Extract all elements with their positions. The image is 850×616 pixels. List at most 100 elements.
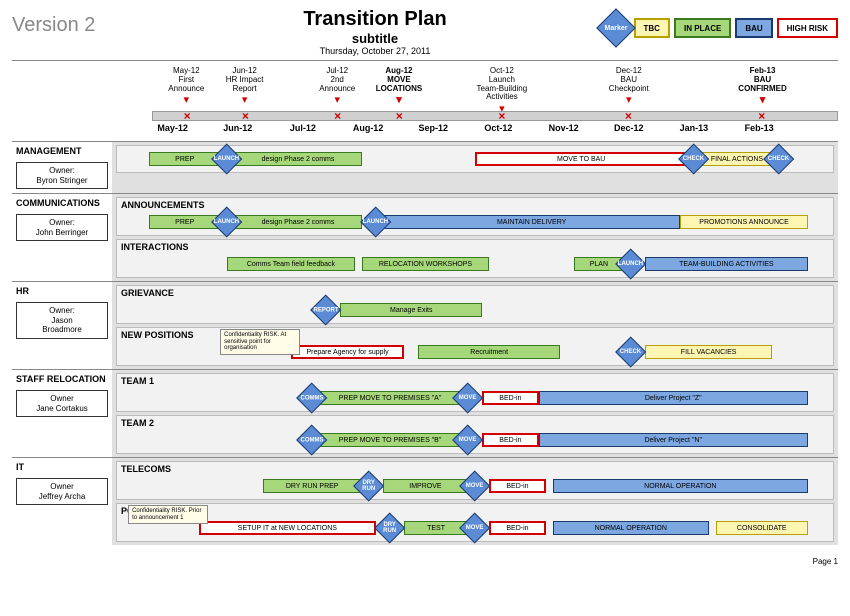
- track: PREP MOVE TO PREMISES "A" BED-inDeliver P…: [121, 387, 829, 409]
- lane: TEAM 2 PREP MOVE TO PREMISES "B" BED-inDel…: [116, 415, 834, 454]
- gantt-bar: SETUP IT at NEW LOCATIONS: [199, 521, 376, 535]
- month-label: Jan-13: [680, 123, 709, 133]
- section-title: IT: [16, 462, 108, 472]
- section-title: MANAGEMENT: [16, 146, 108, 156]
- months-row: May-12Jun-12Jul-12Aug-12Sep-12Oct-12Nov-…: [152, 123, 838, 137]
- milestone-x-icon: ×: [242, 109, 249, 123]
- gantt-bar: RELOCATION WORKSHOPS: [362, 257, 489, 271]
- gantt-bar: CONSOLIDATE: [716, 521, 808, 535]
- month-label: Oct-12: [484, 123, 512, 133]
- gantt-bar: MAINTAIN DELIVERY: [383, 215, 680, 229]
- section-head: MANAGEMENT Owner:Byron Stringer: [12, 142, 112, 193]
- gantt-bar: PREP MOVE TO PREMISES "B": [319, 433, 461, 447]
- legend-bau: BAU: [735, 18, 772, 38]
- lane: NEW POSITIONSConfidentiality RISK. At se…: [116, 327, 834, 366]
- lanes: PREPdesign Phase 2 commsMOVE TO BAUFINAL…: [112, 142, 838, 193]
- section: STAFF RELOCATION OwnerJane Cortakus TEAM …: [12, 369, 838, 457]
- lane: TEAM 1 PREP MOVE TO PREMISES "A" BED-inDel…: [116, 373, 834, 412]
- lanes: ANNOUNCEMENTSPREPdesign Phase 2 commsMAI…: [112, 194, 838, 281]
- gantt-bar: PREP: [149, 215, 220, 229]
- milestone: Feb-13BAUCONFIRMED▾: [728, 67, 798, 106]
- gantt-bar: Deliver Project "N": [539, 433, 808, 447]
- track: Comms Team field feedback RELOCATION WORK…: [121, 253, 829, 275]
- gantt-bar: Recruitment: [418, 345, 560, 359]
- gantt-bar: BED-in: [482, 391, 539, 405]
- milestone-diamond: LAUNCH: [360, 207, 391, 238]
- section-head: COMMUNICATIONS Owner:John Berringer: [12, 194, 112, 281]
- page-footer: Page 1: [0, 553, 850, 570]
- track: Manage ExitsREPORT: [121, 299, 829, 321]
- owner-box: Owner:Byron Stringer: [16, 162, 108, 189]
- page-date: Thursday, October 27, 2011: [152, 46, 598, 56]
- lane-title: TEAM 1: [121, 376, 829, 386]
- milestone-x-icon: ×: [184, 109, 191, 123]
- section: IT OwnerJeffrey ArchaTELECOMSDRY RUN PRE…: [12, 457, 838, 545]
- month-label: Jun-12: [223, 123, 252, 133]
- gantt-bar: Deliver Project "Z": [539, 391, 808, 405]
- milestone-diamond: MOVE: [459, 513, 490, 544]
- callout: Confidentiality RISK. Prior to announcem…: [128, 505, 208, 524]
- lane: ANNOUNCEMENTSPREPdesign Phase 2 commsMAI…: [116, 197, 834, 236]
- section-title: STAFF RELOCATION: [16, 374, 108, 384]
- lane-title: GRIEVANCE: [121, 288, 829, 298]
- timeline-bar: ×××××××: [152, 111, 838, 121]
- page-subtitle: subtitle: [152, 31, 598, 46]
- legend: Marker TBC IN PLACE BAU HIGH RISK: [598, 8, 838, 42]
- gantt-bar: MOVE TO BAU: [475, 152, 687, 166]
- milestone-x-icon: ×: [498, 109, 505, 123]
- lanes: TELECOMSDRY RUN PREPIMPROVEBED-inNORMAL …: [112, 458, 838, 545]
- milestone-diamond: CHECK: [764, 143, 795, 174]
- lanes: GRIEVANCEManage ExitsREPORTNEW POSITIONS…: [112, 282, 838, 369]
- track: PREP MOVE TO PREMISES "B" BED-inDeliver P…: [121, 429, 829, 451]
- owner-box: OwnerJane Cortakus: [16, 390, 108, 417]
- month-label: Feb-13: [745, 123, 774, 133]
- section-title: COMMUNICATIONS: [16, 198, 108, 208]
- legend-marker: Marker: [596, 8, 636, 48]
- gantt-bar: DRY RUN PREP: [263, 479, 362, 493]
- gantt-bar: BED-in: [482, 433, 539, 447]
- callout: Confidentiality RISK. At sensitive point…: [220, 329, 300, 355]
- header-row: Version 2 Transition Plan subtitle Thurs…: [12, 8, 838, 61]
- lane: TELECOMSDRY RUN PREPIMPROVEBED-inNORMAL …: [116, 461, 834, 500]
- milestone-diamond: MOVE: [452, 383, 483, 414]
- milestone-diamond: MOVE: [459, 471, 490, 502]
- gantt-bar: Prepare Agency for supply: [291, 345, 404, 359]
- lane: INTERACTIONS Comms Team field feedback REL…: [116, 239, 834, 278]
- legend-tbc: TBC: [634, 18, 670, 38]
- milestone-diamond: COMMS: [296, 425, 327, 456]
- timeline: May-12FirstAnnounce▾Jun-12HR ImpactRepor…: [152, 67, 838, 137]
- milestone-diamond: COMMS: [296, 383, 327, 414]
- gantt-bar: BED-in: [489, 521, 546, 535]
- gantt-bar: IMPROVE: [383, 479, 468, 493]
- month-label: Sep-12: [418, 123, 448, 133]
- gantt-bar: PREP MOVE TO PREMISES "A": [319, 391, 461, 405]
- gantt-bar: Comms Team field feedback: [227, 257, 354, 271]
- gantt-bar: TEAM-BUILDING ACTIVITIES: [645, 257, 808, 271]
- milestone-x-icon: ×: [396, 109, 403, 123]
- lane: GRIEVANCEManage ExitsREPORT: [116, 285, 834, 324]
- milestone-x-icon: ×: [758, 109, 765, 123]
- gantt-bar: FILL VACANCIES: [645, 345, 772, 359]
- gantt-bar: design Phase 2 comms: [234, 152, 361, 166]
- milestone-diamond: CHECK: [679, 143, 710, 174]
- month-label: Jul-12: [290, 123, 316, 133]
- owner-box: Owner:John Berringer: [16, 214, 108, 241]
- milestone: Jul-122ndAnnounce▾: [302, 67, 372, 106]
- milestone-x-icon: ×: [625, 109, 632, 123]
- title-block: Transition Plan subtitle Thursday, Octob…: [152, 8, 598, 56]
- milestone: Jun-12HR ImpactReport▾: [210, 67, 280, 106]
- track: Confidentiality RISK. At sensitive point…: [121, 341, 829, 363]
- section-title: HR: [16, 286, 108, 296]
- owner-box: Owner:JasonBroadmore: [16, 302, 108, 339]
- milestone-diamond: DRY RUN: [353, 471, 384, 502]
- milestone: Aug-12MOVELOCATIONS▾: [364, 67, 434, 106]
- track: DRY RUN PREPIMPROVEBED-inNORMAL OPERATIO…: [121, 475, 829, 497]
- page-title: Transition Plan: [152, 8, 598, 31]
- gantt-bar: FINAL ACTIONS: [702, 152, 773, 166]
- gantt-bar: NORMAL OPERATION: [553, 521, 709, 535]
- month-label: May-12: [157, 123, 188, 133]
- milestone: Dec-12BAUCheckpoint▾: [594, 67, 664, 106]
- lane-title: INTERACTIONS: [121, 242, 829, 252]
- legend-marker-label: Marker: [604, 25, 627, 32]
- lane-title: TEAM 2: [121, 418, 829, 428]
